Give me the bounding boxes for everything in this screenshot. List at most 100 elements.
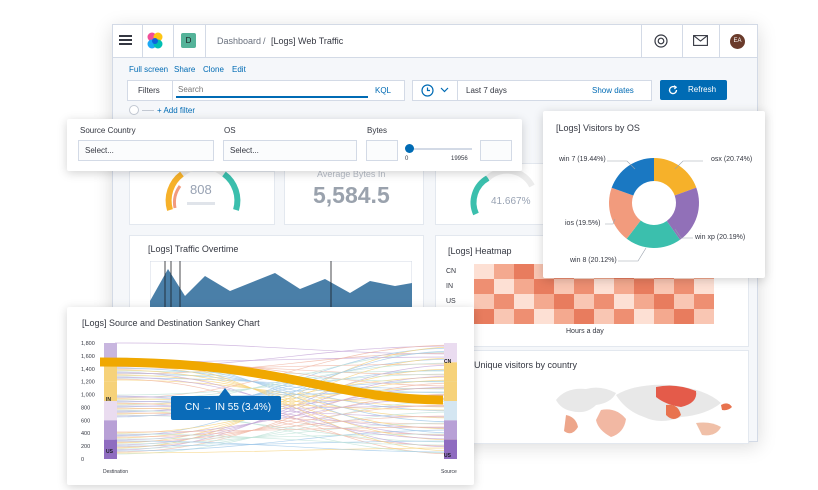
os-slice-win7[interactable] (654, 158, 697, 196)
heatmap-cell[interactable] (694, 294, 714, 309)
os-select[interactable]: Select... (223, 140, 357, 161)
os-slice-osx[interactable] (666, 187, 699, 240)
full-screen-link[interactable]: Full screen (129, 65, 169, 74)
show-dates-link[interactable]: Show dates (592, 86, 634, 95)
sankey-link (114, 422, 458, 445)
share-link[interactable]: Share (174, 65, 196, 74)
sankey-link (114, 411, 458, 450)
heatmap-cell[interactable] (674, 294, 694, 309)
sankey-right-node[interactable] (444, 343, 457, 363)
sankey-right-node[interactable] (444, 420, 457, 440)
heatmap-cell[interactable] (614, 294, 634, 309)
sankey-link (114, 415, 458, 438)
traffic-overtime-title: [Logs] Traffic Overtime (148, 244, 239, 254)
heatmap-cell[interactable] (634, 309, 654, 324)
sankey-left-node[interactable] (104, 420, 117, 440)
bytes-label: Bytes (367, 126, 388, 135)
heatmap-cell[interactable] (594, 279, 614, 294)
heatmap-cell[interactable] (554, 294, 574, 309)
filters-label[interactable]: Filters (138, 86, 160, 95)
sankey-right-node[interactable] (444, 362, 457, 382)
kql-button[interactable]: KQL (375, 86, 392, 95)
heatmap-cell[interactable] (494, 264, 514, 279)
map-card: Unique visitors by country (435, 350, 749, 444)
heatmap-cell[interactable] (694, 309, 714, 324)
sankey-left-node[interactable] (104, 439, 117, 459)
sankey-chart: 1,800 1,600 1,400 1,200 1,000 800 600 400 200 0 IN… (81, 341, 458, 463)
heatmap-cell[interactable] (574, 279, 594, 294)
heatmap-cell[interactable] (554, 279, 574, 294)
bytes-slider-handle[interactable] (405, 144, 414, 153)
menu-icon[interactable] (119, 35, 132, 45)
refresh-button[interactable]: Refresh (660, 80, 727, 100)
time-range-value[interactable]: Last 7 days (466, 86, 507, 95)
heatmap-cell[interactable] (514, 309, 534, 324)
clone-link[interactable]: Clone (203, 65, 224, 74)
clock-icon[interactable] (421, 84, 434, 97)
heatmap-cell[interactable] (634, 294, 654, 309)
heatmap-cell[interactable] (614, 279, 634, 294)
heatmap-cell[interactable] (514, 294, 534, 309)
heatmap-cell[interactable] (534, 279, 554, 294)
breadcrumb-root[interactable]: Dashboard (217, 36, 262, 46)
help-icon[interactable] (654, 34, 668, 48)
heatmap-cell[interactable] (654, 309, 674, 324)
heatmap-cell[interactable] (694, 279, 714, 294)
bytes-min-input[interactable] (366, 140, 398, 161)
bytes-max-input[interactable] (480, 140, 512, 161)
sankey-left-node[interactable] (104, 343, 117, 363)
heatmap-cell[interactable] (474, 264, 494, 279)
sankey-link (114, 391, 458, 398)
os-slice-ios[interactable] (611, 158, 654, 196)
heatmap-cell[interactable] (554, 309, 574, 324)
mail-icon[interactable] (693, 35, 708, 46)
sankey-left-node[interactable] (104, 362, 117, 382)
heatmap-cell[interactable] (474, 309, 494, 324)
heatmap-cell[interactable] (514, 279, 534, 294)
sankey-link (114, 398, 458, 411)
chevron-down-icon[interactable] (440, 87, 449, 93)
heatmap-cell[interactable] (474, 279, 494, 294)
os-leader-line (674, 228, 693, 239)
sankey-right-node[interactable] (444, 439, 457, 459)
os-slice-win8[interactable] (609, 187, 641, 239)
sankey-right-node[interactable] (444, 381, 457, 401)
heatmap-cell[interactable] (594, 294, 614, 309)
heatmap-cell[interactable] (614, 309, 634, 324)
elastic-logo-icon[interactable] (146, 32, 164, 50)
os-slice-winxp[interactable] (626, 220, 681, 249)
heatmap-cell[interactable] (534, 294, 554, 309)
user-avatar[interactable]: EA (730, 34, 745, 49)
sankey-left-node[interactable] (104, 401, 117, 421)
heatmap-cell[interactable] (574, 294, 594, 309)
heatmap-cell[interactable] (674, 279, 694, 294)
sankey-highlight-link[interactable] (99, 357, 444, 405)
os-label-winxp: win xp (20.19%) (695, 234, 746, 241)
space-avatar[interactable]: D (181, 33, 196, 48)
heatmap-cell[interactable] (574, 309, 594, 324)
heatmap-cell[interactable] (494, 309, 514, 324)
heatmap-cell[interactable] (674, 309, 694, 324)
os-label-win7: win 7 (19.44%) (559, 156, 606, 163)
heatmap-cell[interactable] (494, 279, 514, 294)
add-filter-link[interactable]: + Add filter (157, 106, 196, 115)
add-filter-toggle[interactable] (129, 105, 139, 115)
heatmap-cell[interactable] (654, 279, 674, 294)
sankey-left-node[interactable] (104, 381, 117, 401)
sankey-tooltip-text: CN → IN 55 (3.4%) (185, 402, 272, 413)
heatmap-cell[interactable] (494, 294, 514, 309)
source-country-select[interactable]: Select... (78, 140, 214, 161)
heatmap-cell[interactable] (474, 294, 494, 309)
heatmap-cell[interactable] (534, 309, 554, 324)
sankey-right-node[interactable] (444, 401, 457, 421)
edit-link[interactable]: Edit (232, 65, 246, 74)
bytes-slider-track[interactable] (407, 148, 472, 150)
heatmap-cell[interactable] (634, 279, 654, 294)
sankey-y-tick: 1,800 (81, 341, 95, 347)
sankey-link (114, 342, 458, 355)
os-leader-line (607, 160, 636, 170)
search-input[interactable] (176, 82, 368, 98)
heatmap-cell[interactable] (514, 264, 534, 279)
heatmap-cell[interactable] (654, 294, 674, 309)
heatmap-cell[interactable] (594, 309, 614, 324)
